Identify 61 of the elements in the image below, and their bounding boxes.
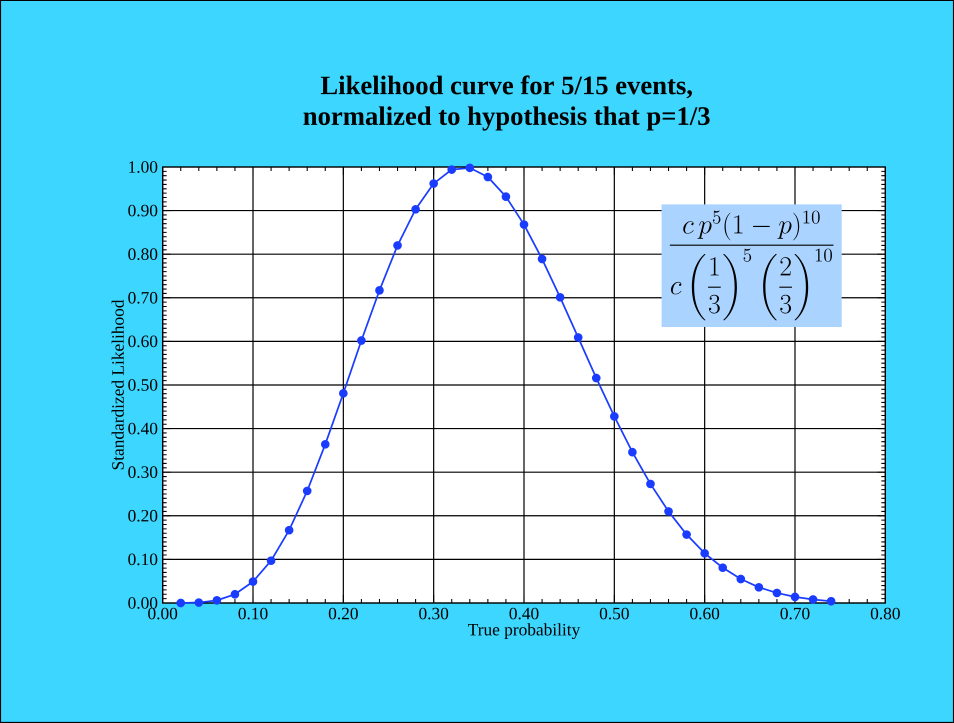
point — [790, 592, 800, 602]
point — [628, 448, 637, 456]
annotation: $\frac{c\,p^{5}(1-p)^{10}}{c\left(\dfrac{1}{3}\right)^{5}\left(\dfrac{2}{3}\right)^{10}}$ — [670, 210, 834, 320]
point — [212, 596, 222, 605]
point — [302, 486, 312, 496]
x-tick-label: 0.30 — [419, 608, 448, 620]
chart-title: Likelihood curve for 5/15 events, normalized to hypothesis that p=1/3 — [303, 75, 710, 131]
point — [736, 574, 746, 584]
point — [646, 480, 655, 488]
y-tick-label: 0.30 — [128, 466, 158, 478]
x-tick-label: 0.00 — [148, 608, 178, 620]
point — [808, 595, 818, 604]
y-tick-label: 0.80 — [128, 248, 158, 260]
point — [393, 241, 402, 250]
point — [357, 336, 366, 345]
point — [772, 588, 782, 598]
point — [176, 598, 186, 608]
point — [411, 204, 420, 214]
point — [538, 254, 546, 264]
point — [826, 596, 836, 606]
y-tick-label: 0.50 — [128, 379, 158, 391]
y-tick-label: 0.90 — [128, 204, 158, 216]
y-tick-label: 1.00 — [129, 161, 158, 173]
y-tick-label: 0.20 — [128, 510, 158, 522]
point — [320, 440, 330, 449]
point — [339, 388, 348, 398]
x-tick-label: 0.70 — [780, 608, 810, 620]
x-tick-label: 0.80 — [870, 608, 900, 620]
point — [429, 179, 438, 188]
point — [610, 412, 619, 421]
point — [754, 582, 764, 592]
point — [520, 220, 528, 229]
x-tick-label: 0.10 — [238, 608, 268, 620]
point — [375, 286, 384, 295]
y-axis-title: Standardized Likelihood — [112, 300, 124, 470]
y-tick-label: 0.60 — [128, 336, 158, 348]
point — [447, 165, 456, 174]
point — [230, 590, 240, 599]
point — [194, 598, 204, 607]
point — [502, 192, 510, 201]
y-tick-label: 0.70 — [128, 292, 158, 304]
point — [284, 526, 294, 535]
point — [592, 374, 601, 382]
point — [465, 164, 474, 172]
y-tick-label: 0.40 — [128, 422, 158, 434]
point — [266, 556, 276, 566]
point — [574, 333, 583, 342]
y-tick-label: 0.00 — [128, 597, 158, 609]
point — [556, 293, 564, 302]
point — [682, 530, 691, 539]
point — [700, 548, 709, 558]
x-tick-label: 0.50 — [600, 608, 629, 620]
x-tick-label: 0.60 — [690, 608, 720, 620]
point — [718, 563, 728, 572]
x-axis-title: True probability — [468, 623, 580, 640]
point — [484, 172, 492, 182]
y-tick-label: 0.10 — [128, 554, 158, 566]
x-tick-label: 0.40 — [510, 608, 539, 620]
x-tick-label: 0.20 — [328, 608, 358, 620]
point — [664, 507, 673, 516]
point — [248, 577, 258, 586]
